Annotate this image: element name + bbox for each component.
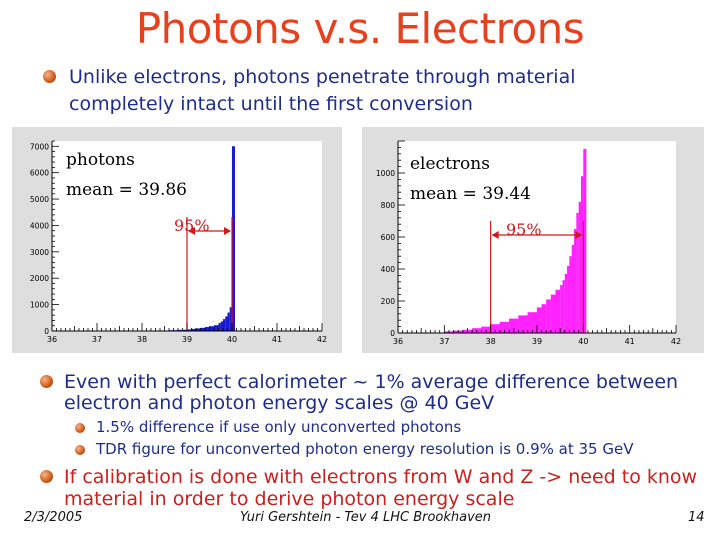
x-tick-label: 37	[439, 337, 449, 346]
histogram-bar	[499, 321, 510, 333]
intro-line-1: Unlike electrons, photons penetrate thro…	[69, 66, 576, 88]
histogram-bar	[186, 329, 192, 331]
x-tick-label: 40	[227, 335, 237, 344]
y-tick-label: 600	[381, 233, 396, 242]
electron-annotation: 95%	[506, 220, 542, 239]
photon-label-mean: mean = 39.86	[66, 180, 187, 200]
bullet-icon	[40, 375, 53, 388]
x-tick-label: 41	[625, 337, 635, 346]
x-tick-label: 39	[182, 335, 192, 344]
histogram-bar	[536, 307, 542, 333]
sub-bullet-1: 1.5% difference if use only unconverted …	[96, 418, 462, 436]
histogram-bar	[564, 273, 568, 333]
histogram-bar	[191, 328, 196, 331]
histogram-bar	[571, 245, 575, 333]
x-tick-label: 40	[578, 337, 588, 346]
histogram-bar	[231, 146, 235, 331]
x-tick-label: 38	[486, 337, 496, 346]
arrow-head-right	[575, 231, 583, 239]
histogram-bar	[220, 321, 223, 331]
y-tick-label: 2000	[30, 274, 49, 283]
y-tick-label: 6000	[30, 169, 49, 178]
y-tick-label: 0	[390, 329, 395, 338]
histogram-bar	[209, 326, 214, 331]
x-tick-label: 39	[532, 337, 542, 346]
x-tick-label: 42	[671, 337, 681, 346]
histogram-bar	[576, 213, 579, 333]
y-tick-label: 1000	[376, 169, 395, 178]
histogram-bar	[562, 280, 565, 333]
plot-area	[398, 141, 676, 333]
photon-annotation: 95%	[174, 216, 210, 235]
x-tick-label: 37	[92, 335, 102, 344]
intro-line-2: completely intact until the first conver…	[69, 93, 473, 115]
histogram-bar	[527, 312, 537, 333]
slide-title: Photons v.s. Electrons	[135, 4, 585, 53]
arrow-head-left	[188, 227, 195, 235]
histogram-bar	[578, 201, 582, 333]
footer-author: Yuri Gershtein - Tev 4 LHC Brookhaven	[240, 510, 492, 525]
histogram-bar	[546, 299, 551, 333]
sub-bullet-icon	[75, 423, 85, 433]
y-tick-label: 1000	[30, 301, 49, 310]
histogram-bar	[518, 315, 528, 333]
sub-bullet-2: TDR figure for unconverted photon energy…	[96, 440, 634, 458]
y-tick-label: 3000	[30, 248, 49, 257]
histogram-bar	[200, 327, 205, 331]
x-tick-label: 38	[137, 335, 147, 344]
y-tick-label: 0	[44, 327, 49, 336]
histogram-bar	[195, 328, 201, 331]
electron-histogram: 36 37 38 39 40 41 42 0 200 400 600 800 1000 electron…	[362, 127, 704, 353]
histogram-bar	[560, 285, 563, 333]
histogram-bar	[567, 265, 570, 333]
bullet2-line-2: electron and photon energy scales @ 40 G…	[64, 392, 495, 414]
histogram-bar	[227, 312, 230, 331]
x-tick-label: 42	[317, 335, 327, 344]
y-tick-label: 7000	[30, 142, 49, 151]
y-tick-label: 200	[381, 297, 396, 306]
bullet3-line-2: material in order to derive photon energ…	[64, 488, 515, 510]
arrow-head-right	[224, 227, 231, 235]
histogram-bar	[509, 318, 519, 333]
bullet3-line-1: If calibration is done with electrons fr…	[64, 466, 698, 488]
histogram-bar	[213, 325, 219, 331]
histogram-bar	[225, 316, 228, 331]
footer-date: 2/3/2005	[24, 510, 83, 525]
histogram-bar	[574, 229, 577, 333]
electron-label-mean: mean = 39.44	[410, 184, 531, 204]
histogram-bar	[229, 307, 232, 331]
histogram-bar	[490, 324, 500, 333]
y-tick-label: 5000	[30, 195, 49, 204]
footer-page-number: 14	[688, 510, 705, 525]
y-tick-label: 4000	[30, 221, 49, 230]
bullet-icon	[43, 70, 56, 83]
histogram-bar	[550, 294, 556, 333]
histogram-bar	[204, 327, 210, 331]
x-tick-label: 41	[272, 335, 282, 344]
arrow-head-left	[491, 231, 499, 239]
y-tick-label: 800	[381, 201, 396, 210]
photon-label-name: photons	[66, 150, 135, 170]
electron-label-name: electrons	[410, 154, 490, 174]
histogram-bar	[218, 323, 221, 331]
y-tick-label: 400	[381, 265, 396, 274]
histogram-bar	[569, 256, 572, 333]
bullet-icon	[40, 470, 53, 483]
bullet2-line-1: Even with perfect calorimeter ~ 1% avera…	[64, 371, 679, 393]
photon-histogram: 36 37 38 39 40 41 42 0 1000 2000 3000 4000 5000 6000 7…	[12, 127, 342, 353]
sub-bullet-icon	[75, 445, 85, 455]
x-tick-label: 36	[393, 337, 403, 346]
histogram-bar	[583, 149, 587, 333]
histogram-bar	[481, 326, 491, 333]
histogram-bar	[580, 176, 584, 333]
histogram-bar	[555, 289, 561, 333]
x-tick-label: 36	[47, 335, 57, 344]
histogram-bar	[222, 319, 226, 331]
histogram-bar	[541, 304, 547, 333]
